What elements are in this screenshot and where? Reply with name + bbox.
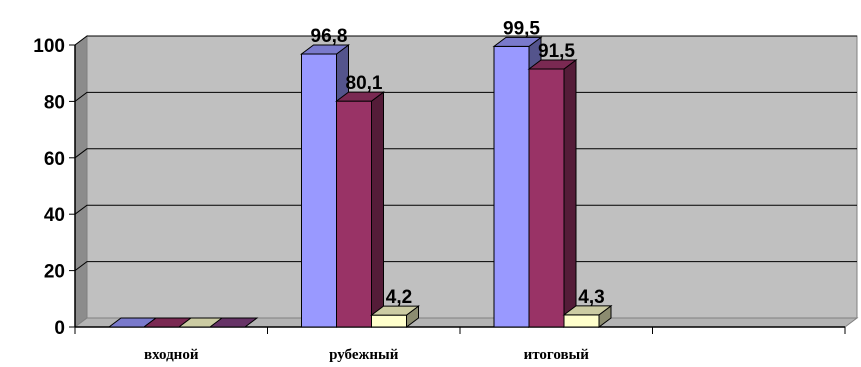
bar [562, 304, 613, 328]
plot-walls [73, 35, 859, 328]
y-tick-label: 40 [44, 205, 65, 226]
bar-front [493, 45, 530, 328]
zero-bar-slab [208, 317, 259, 328]
bar [370, 305, 420, 328]
bar-side [563, 58, 577, 328]
bar [335, 91, 385, 328]
gridline [74, 35, 857, 46]
y-tick-label: 80 [44, 92, 65, 113]
bar-front [528, 68, 565, 328]
gridline [74, 148, 857, 159]
bar-front [301, 53, 337, 328]
labels: 96,8 99,5 80,1 91,5 4,2 4,3 [311, 18, 605, 308]
bar-front [336, 100, 372, 328]
gridlines [74, 35, 857, 272]
data-label: 96,8 [311, 26, 348, 47]
x-tick-label: рубежный [329, 347, 399, 363]
back-wall [86, 35, 858, 319]
bar-top [527, 59, 578, 70]
gridline [74, 204, 857, 215]
x-tick-label: итоговый [524, 347, 590, 363]
bar-front [563, 314, 600, 328]
bars [107, 36, 613, 328]
gridline [74, 261, 857, 272]
data-label: 4,2 [386, 287, 412, 308]
data-label: 4,3 [578, 287, 604, 308]
y-tick-label: 100 [33, 36, 65, 57]
axes: 0 20 40 60 80 100 входной рубежный итоговый [33, 36, 846, 363]
bar-top [370, 305, 420, 316]
x-tick-label: входной [144, 347, 199, 363]
bar-side [371, 91, 384, 328]
bar-top [562, 305, 613, 316]
bar-top [492, 36, 543, 47]
data-label: 99,5 [503, 18, 540, 39]
data-label: 91,5 [538, 41, 575, 62]
bar-top [300, 44, 350, 55]
data-label: 80,1 [346, 73, 383, 94]
bar-front [371, 314, 407, 328]
y-tick-label: 60 [44, 149, 65, 170]
side-wall [74, 35, 88, 328]
gridline [74, 91, 857, 102]
y-tick-label: 20 [44, 262, 65, 283]
bar-top [335, 91, 385, 102]
y-tick-label: 0 [54, 318, 65, 339]
bar [527, 58, 578, 328]
